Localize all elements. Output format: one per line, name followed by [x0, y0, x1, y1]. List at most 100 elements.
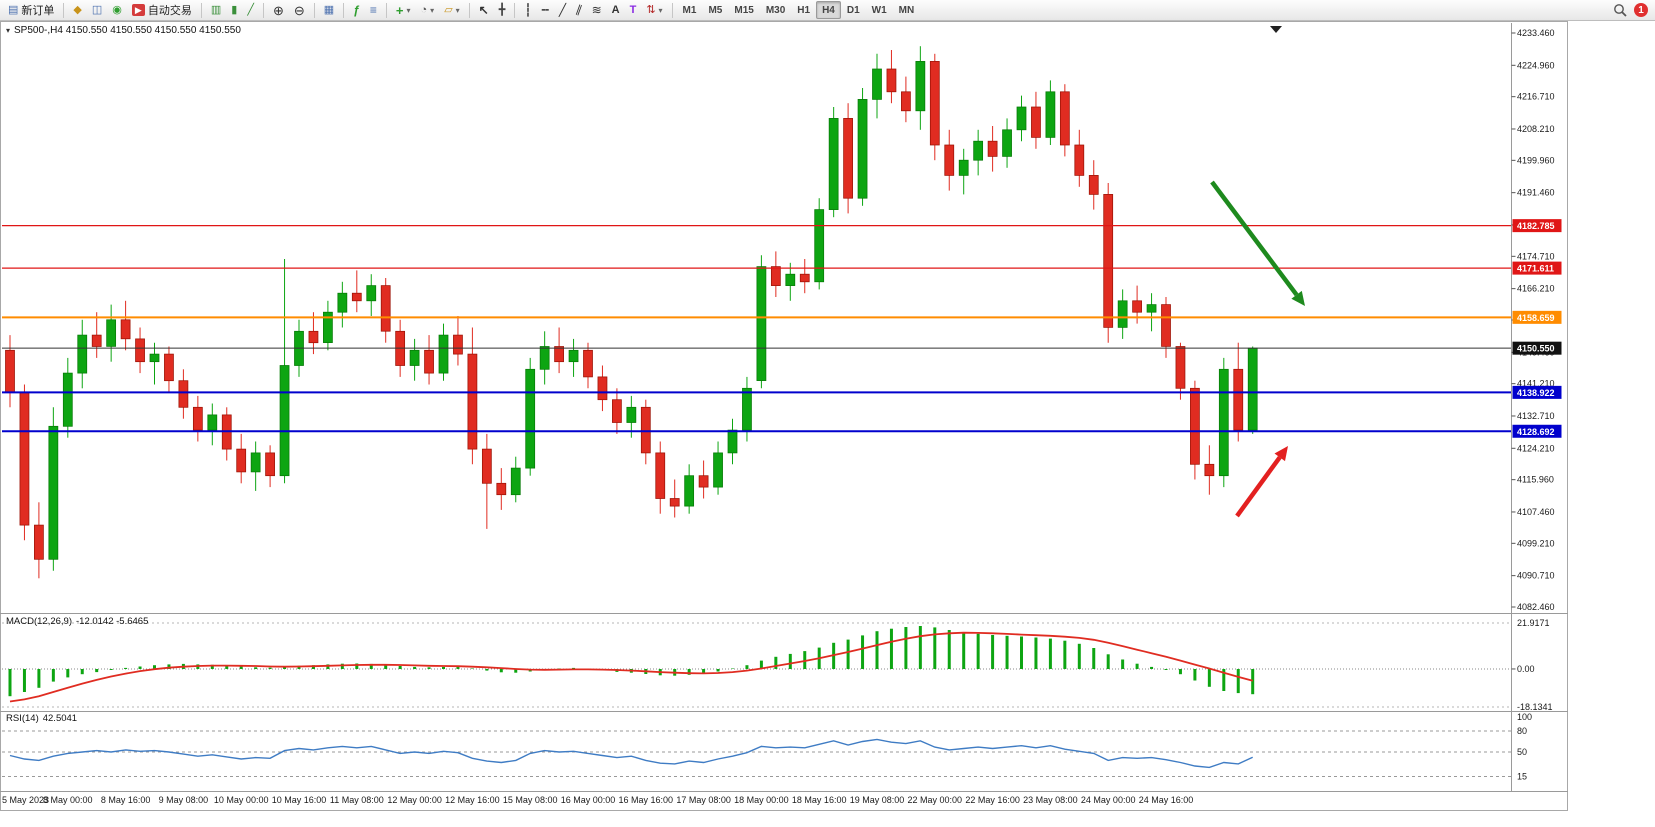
toolbar-separator	[63, 2, 65, 18]
timeframe-mn[interactable]: MN	[893, 1, 921, 19]
new-order-button[interactable]: ▤ 新订单	[3, 1, 59, 19]
timeframe-m1-label: M1	[682, 4, 697, 16]
trendline-button[interactable]: ╱	[554, 1, 571, 19]
svg-text:80: 80	[1517, 726, 1527, 736]
price-line-badge: 4171.611	[1512, 261, 1562, 275]
timeframe-h1-label: H1	[797, 4, 811, 16]
channel-icon: ∥	[574, 2, 584, 17]
price-line-badge: 4128.692	[1512, 424, 1562, 438]
fibonacci-button[interactable]: ≋	[587, 1, 607, 19]
rsi-label: RSI(14) 42.5041	[6, 713, 77, 724]
timeframe-m1[interactable]: M1	[677, 1, 703, 19]
svg-text:4150.550: 4150.550	[1517, 344, 1555, 354]
timeframe-m30-label: M30	[765, 4, 786, 16]
toolbar-separator	[262, 2, 264, 18]
toolbar-separator	[200, 2, 202, 18]
vertical-line-button[interactable]: ┆	[519, 1, 536, 19]
timeframe-w1[interactable]: W1	[866, 1, 893, 19]
svg-text:4138.922: 4138.922	[1517, 388, 1555, 398]
horizontal-line-button[interactable]: ╌	[537, 1, 554, 19]
channel-button[interactable]: ∥	[571, 1, 587, 19]
macd-values: -12.0142 -5.6465	[76, 616, 149, 627]
svg-text:50: 50	[1517, 747, 1527, 757]
new-order-button-label: 新订单	[21, 5, 55, 17]
macd-name: MACD(12,26,9)	[6, 616, 72, 627]
rsi-line	[9, 738, 1253, 769]
svg-text:4082.460: 4082.460	[1517, 602, 1555, 612]
search-icon[interactable]	[1613, 3, 1628, 18]
line-chart-button[interactable]: ╱	[242, 1, 259, 19]
svg-text:4132.710: 4132.710	[1517, 411, 1555, 421]
new-chart-button[interactable]: ◆	[68, 1, 86, 19]
candlestick-chart[interactable]: 4233.460 4224.960 4216.710 4208.210 4199.960…	[0, 21, 1655, 827]
svg-text:24 May 16:00: 24 May 16:00	[1139, 795, 1194, 805]
toolbar-separator	[343, 2, 345, 18]
candles-layer[interactable]	[5, 46, 1258, 579]
timeframe-m30[interactable]: M30	[760, 1, 791, 19]
autotrading-icon: ▶	[131, 4, 145, 16]
price-line-badge: 4150.550	[1512, 341, 1562, 355]
profiles-button[interactable]: ◫	[87, 1, 107, 19]
timeframe-h4[interactable]: H4	[816, 1, 841, 19]
bearish-trend-arrow[interactable]	[1210, 180, 1305, 306]
zoom-out-icon: ⊖	[293, 2, 305, 18]
svg-text:9 May 08:00: 9 May 08:00	[159, 795, 209, 805]
svg-text:5 May 2023: 5 May 2023	[2, 795, 49, 805]
price-line-badge: 4158.659	[1512, 310, 1562, 324]
add-indicator-button[interactable]: + ▾	[391, 1, 416, 19]
tile-windows-icon: ▦	[323, 3, 335, 16]
indicators-button[interactable]: ƒ	[348, 1, 365, 19]
timeframe-m5[interactable]: M5	[702, 1, 728, 19]
autotrading-button[interactable]: ▶ 自动交易	[127, 1, 197, 19]
svg-text:18 May 16:00: 18 May 16:00	[792, 795, 847, 805]
toolbar-right: 1	[1613, 3, 1652, 18]
zoom-in-button[interactable]: ⊕	[268, 1, 289, 19]
timeframe-h4-label: H4	[822, 4, 835, 16]
svg-text:0.00: 0.00	[1517, 664, 1535, 674]
candlestick-chart-button[interactable]: ▮	[226, 1, 242, 19]
chart-menu-icon[interactable]: ▾	[6, 26, 11, 35]
dropdown-caret-icon: ▾	[430, 5, 435, 15]
timeframe-m5-label: M5	[708, 4, 723, 16]
svg-text:11 May 08:00: 11 May 08:00	[330, 795, 384, 805]
timeframe-mn-label: MN	[898, 4, 915, 16]
dropdown-caret-icon: ▾	[455, 5, 460, 15]
dropdown-caret-icon: ▾	[406, 5, 411, 15]
timeframe-d1[interactable]: D1	[841, 1, 866, 19]
zoom-out-button[interactable]: ⊖	[289, 1, 310, 19]
template-icon: ▱	[444, 3, 453, 16]
svg-text:10 May 00:00: 10 May 00:00	[214, 795, 269, 805]
svg-text:4115.960: 4115.960	[1517, 475, 1554, 485]
macd-panel: 21.9171 0.00 -18.1341	[2, 618, 1553, 712]
crosshair-button[interactable]: ╋	[494, 1, 511, 19]
timeframe-h1[interactable]: H1	[791, 1, 816, 19]
notification-badge[interactable]: 1	[1634, 3, 1648, 17]
svg-text:4141.210: 4141.210	[1517, 379, 1555, 389]
objects-list-button[interactable]: ≡	[365, 1, 382, 19]
rsi-value: 42.5041	[42, 713, 78, 724]
horizontal-line-icon: ╌	[541, 3, 549, 17]
toolbar-separator	[385, 2, 387, 18]
text-icon: A	[611, 3, 620, 16]
alerts-button[interactable]: ◉	[107, 1, 127, 19]
new-chart-icon: ◆	[73, 3, 82, 16]
arrows-button[interactable]: ⇅ ▾	[641, 1, 667, 19]
templates-button[interactable]: ▱ ▾	[439, 1, 464, 19]
macd-signal-line	[9, 631, 1253, 703]
timeframe-m15[interactable]: M15	[728, 1, 759, 19]
toolbar-separator	[671, 2, 673, 18]
label-button[interactable]: T	[625, 1, 642, 19]
periods-button[interactable]: ◔ ▾	[416, 1, 440, 19]
svg-text:4158.659: 4158.659	[1517, 313, 1555, 323]
order-icon: ▤	[8, 3, 19, 16]
svg-text:4199.960: 4199.960	[1517, 155, 1555, 165]
chart-shift-marker[interactable]	[1270, 26, 1282, 33]
chart-window-border	[0, 21, 1568, 811]
bullish-bounce-arrow[interactable]	[1235, 446, 1288, 518]
text-button[interactable]: A	[607, 1, 625, 19]
cursor-button[interactable]: ↖	[474, 1, 494, 19]
bar-chart-button[interactable]: ▥	[206, 1, 226, 19]
rsi-name: RSI(14)	[6, 713, 39, 724]
tile-windows-button[interactable]: ▦	[319, 1, 339, 19]
